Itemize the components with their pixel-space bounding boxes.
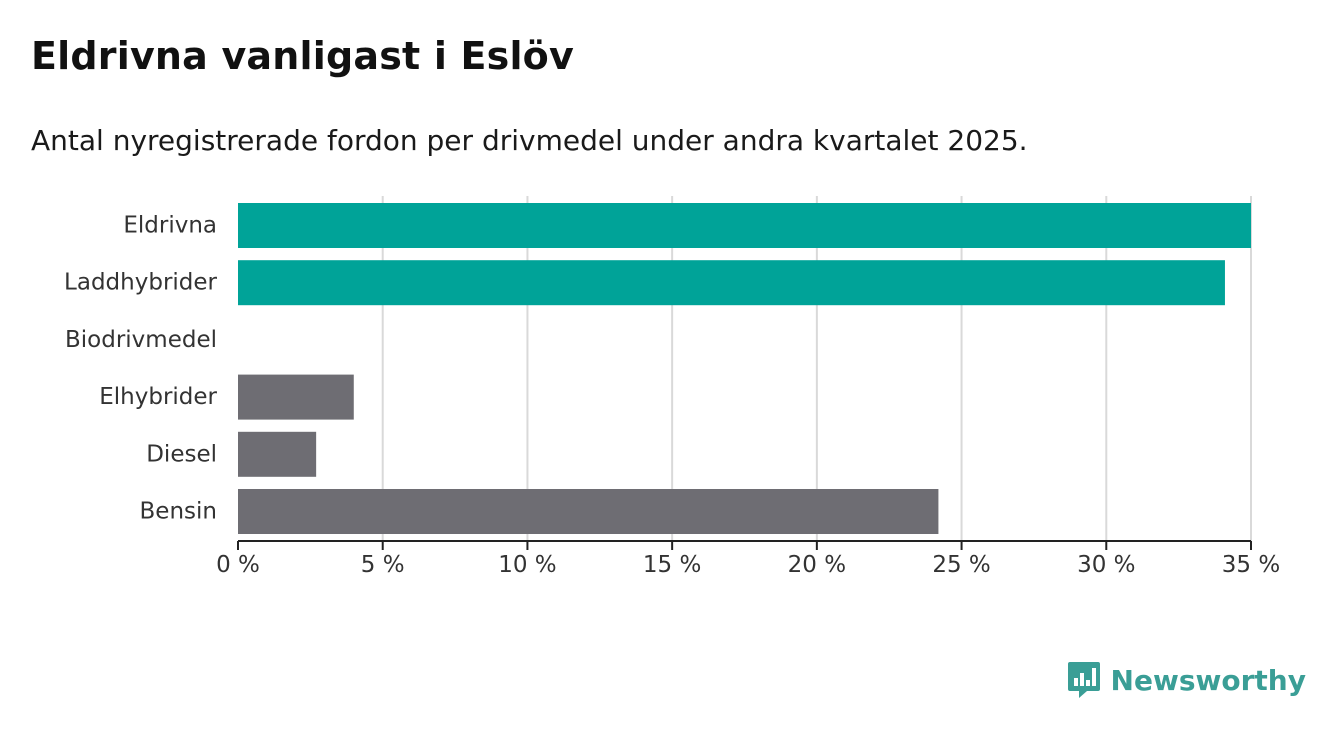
bar [238, 431, 317, 477]
category-label: Laddhybrider [64, 270, 217, 296]
x-tick-label: 10 % [498, 552, 556, 578]
bar [238, 203, 1251, 248]
newsworthy-brand: Newsworthy [1067, 660, 1306, 700]
x-tick-label: 20 % [788, 552, 846, 578]
x-tick-label: 0 % [216, 552, 260, 578]
category-label: Bensin [140, 499, 217, 525]
category-label: Biodrivmedel [65, 327, 217, 353]
gridlines [381, 196, 1252, 541]
category-label: Eldrivna [123, 213, 217, 239]
newsworthy-logo-icon [1067, 662, 1100, 698]
category-label: Elhybrider [99, 384, 217, 410]
bar [238, 260, 1225, 306]
category-label: Diesel [146, 441, 217, 467]
x-tick-label: 35 % [1222, 552, 1280, 578]
bar [238, 489, 939, 534]
x-axis: 0 % 5 % 10 % 15 % 20 % 25 % 30 % 35 % [216, 540, 1280, 578]
x-tick-label: 5 % [361, 552, 405, 578]
brand-name: Newsworthy [1110, 663, 1306, 697]
bars [238, 203, 1251, 534]
category-labels: Eldrivna Laddhybrider Biodrivmedel Elhybrid… [64, 213, 217, 525]
bar-chart: Eldrivna Laddhybrider Biodrivmedel Elhybrid… [64, 196, 1280, 578]
x-tick-label: 25 % [932, 552, 990, 578]
x-tick-label: 15 % [643, 552, 701, 578]
x-tick-label: 30 % [1077, 552, 1135, 578]
chart-subtitle: Antal nyregistrerade fordon per drivmede… [31, 124, 1028, 157]
chart-title: Eldrivna vanligast i Eslöv [31, 34, 574, 78]
bar [238, 374, 354, 420]
